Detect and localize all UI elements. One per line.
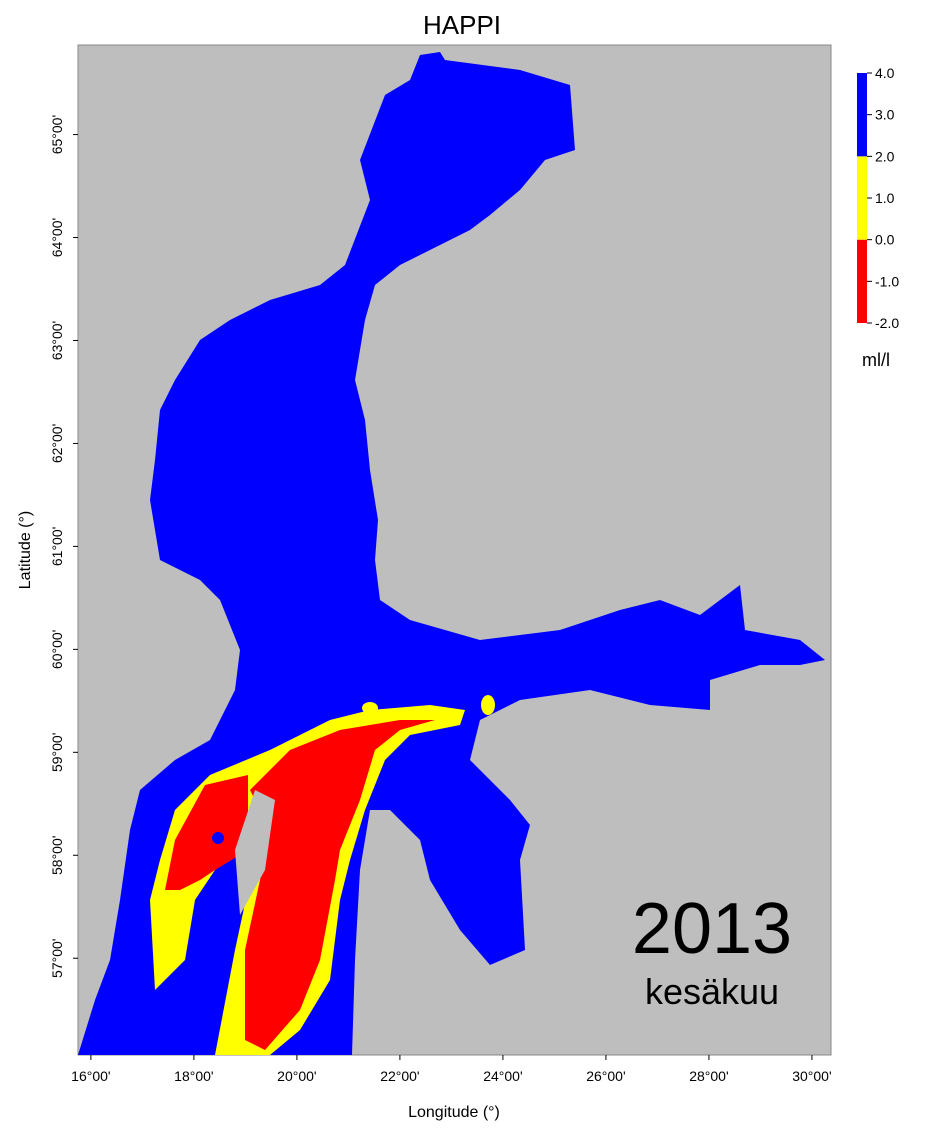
- colorbar-band: [857, 156, 867, 240]
- oxygen-mid: [481, 695, 495, 715]
- y-tick-label: 57°00': [49, 939, 65, 978]
- y-axis-label: Latitude (°): [17, 511, 34, 589]
- x-tick-label: 30°00': [792, 1068, 831, 1084]
- y-tick-label: 63°00': [49, 321, 65, 360]
- colorbar-unit: ml/l: [862, 350, 890, 370]
- y-tick-label: 59°00': [49, 733, 65, 772]
- colorbar-tick-label: -2.0: [875, 315, 899, 331]
- x-tick-label: 18°00': [174, 1068, 213, 1084]
- sea-area: [78, 52, 825, 1055]
- colorbar-tick-label: 2.0: [875, 148, 895, 164]
- colorbar-band: [857, 73, 867, 157]
- month-label: kesäkuu: [645, 971, 779, 1012]
- y-tick-label: 62°00': [49, 424, 65, 463]
- y-tick-label: 61°00': [49, 527, 65, 566]
- oxygen-mid: [362, 702, 378, 714]
- oxygen-low: [245, 720, 435, 1050]
- x-tick-label: 16°00': [71, 1068, 110, 1084]
- title: HAPPI: [423, 10, 501, 40]
- colorbar-tick-label: 0.0: [875, 232, 895, 248]
- x-tick-label: 22°00': [380, 1068, 419, 1084]
- y-tick-label: 60°00': [49, 630, 65, 669]
- x-tick-label: 24°00': [483, 1068, 522, 1084]
- y-tick-label: 58°00': [49, 836, 65, 875]
- colorbar-tick-label: 3.0: [875, 107, 895, 123]
- colorbar-tick-label: 4.0: [875, 65, 895, 81]
- x-tick-label: 28°00': [689, 1068, 728, 1084]
- colorbar-tick-label: 1.0: [875, 190, 895, 206]
- colorbar-band: [857, 239, 867, 323]
- x-tick-label: 20°00': [277, 1068, 316, 1084]
- x-axis-label: Longitude (°): [408, 1104, 500, 1121]
- island-patch: [212, 832, 224, 844]
- year-label: 2013: [632, 889, 792, 969]
- colorbar-tick-label: -1.0: [875, 273, 899, 289]
- y-tick-label: 65°00': [49, 115, 65, 154]
- oxygen-low: [165, 775, 248, 890]
- x-tick-label: 26°00': [586, 1068, 625, 1084]
- island: [235, 790, 275, 915]
- y-tick-label: 64°00': [49, 218, 65, 257]
